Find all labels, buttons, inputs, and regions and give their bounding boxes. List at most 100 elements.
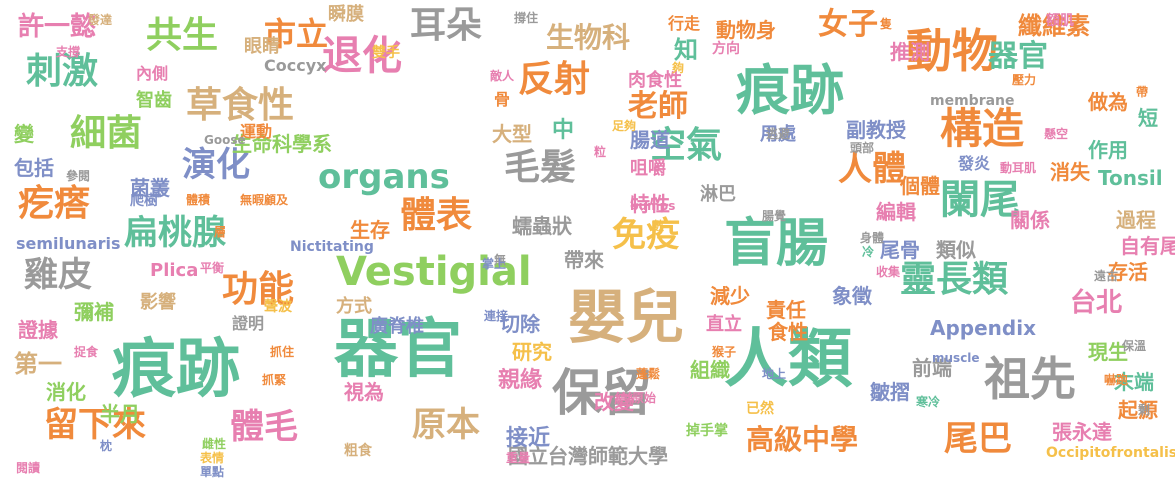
word: 第一	[14, 350, 62, 378]
word: 功能	[222, 269, 295, 310]
word: semilunaris	[16, 234, 121, 253]
word: 做為	[1088, 90, 1128, 114]
word: 改變	[594, 390, 634, 414]
word: 台北	[1070, 288, 1123, 318]
word: 抓住	[270, 345, 295, 359]
word: 影響	[140, 292, 176, 313]
word: 瞬膜	[328, 4, 364, 25]
word: 變	[14, 122, 34, 146]
word: 嬰兒	[568, 283, 685, 351]
word: 人類	[724, 323, 852, 397]
word: 痕跡	[112, 333, 240, 407]
word: 前端	[912, 356, 952, 380]
word: 器官	[334, 313, 462, 387]
word: 草食性	[186, 85, 295, 126]
word: 接近	[506, 426, 551, 451]
word: 生物科	[546, 21, 631, 54]
word: 粗食	[344, 443, 372, 459]
word: 盲腸	[724, 214, 829, 274]
word: 關係	[1010, 208, 1050, 232]
word: 地上	[762, 367, 787, 381]
word: 動物	[906, 24, 998, 78]
word: 雙手	[372, 45, 400, 61]
word: 國立台灣師範大學	[508, 444, 668, 468]
word: 已然	[746, 401, 774, 417]
word: 爬樹	[130, 193, 158, 209]
word: 親緣	[498, 368, 543, 393]
word: 眼睛	[244, 36, 280, 57]
word: 闌尾	[940, 177, 1020, 223]
word: 扁桃腺	[124, 213, 226, 253]
word: 額肌	[1046, 13, 1074, 29]
word: 女子	[818, 7, 878, 42]
word: 象徵	[832, 284, 872, 308]
word: 個體	[900, 174, 940, 198]
word: 構造	[940, 104, 1025, 153]
word: 咀嚼	[630, 158, 666, 179]
word: 退化	[322, 33, 402, 79]
word: 證明	[232, 314, 265, 333]
word: 皺摺	[870, 380, 910, 404]
word: 保留	[552, 364, 652, 422]
word: 廣脊椎	[370, 316, 424, 337]
word: 尾骨	[880, 238, 920, 262]
word: Occipitofrontalis	[1046, 445, 1175, 461]
word: 肉食性	[628, 70, 682, 91]
word: 用處	[760, 124, 796, 145]
word: 痕跡	[736, 59, 844, 122]
word: 發達	[88, 13, 113, 27]
word: 市立	[264, 15, 329, 53]
word: 責任	[766, 298, 806, 322]
word: 冷	[862, 245, 875, 259]
word: 彌補	[74, 300, 114, 324]
word: 過程	[1116, 208, 1156, 232]
word: 參閱	[66, 169, 91, 183]
word: 掌上	[482, 257, 507, 271]
word: 抓緊	[262, 373, 287, 387]
word: 嚇跑	[1104, 373, 1129, 387]
word: 保溫	[1122, 339, 1147, 353]
word: 敵人	[490, 69, 515, 83]
word: 掉手掌	[686, 423, 728, 439]
word: 雞皮	[24, 255, 92, 295]
word: organs	[318, 157, 450, 197]
word: 免疫	[612, 215, 680, 255]
word: bumps	[630, 199, 676, 213]
word: 淋巴	[700, 184, 736, 205]
word: 組織	[690, 358, 730, 382]
word: 起源	[1118, 398, 1158, 422]
word: 食性	[768, 320, 808, 344]
word: 特性	[630, 192, 670, 216]
word: 切除	[500, 312, 540, 336]
word: 表情	[200, 451, 225, 465]
word: 纖維素	[1018, 12, 1090, 40]
word: 推測	[890, 40, 930, 64]
word: Vestigial	[336, 249, 532, 295]
word: 腸覺	[762, 209, 787, 223]
word: 收集	[876, 265, 901, 279]
word: 器官	[988, 39, 1048, 74]
word: 毛髮	[504, 147, 577, 188]
word: 腸道	[630, 128, 670, 152]
word: 證據	[18, 318, 58, 342]
word: 存活	[1108, 260, 1148, 284]
word: 生命科學系	[232, 132, 332, 156]
word: 閱讀	[16, 461, 41, 475]
word: 體積	[186, 193, 211, 207]
word: 剩	[1138, 403, 1151, 417]
word: 猴子	[712, 345, 737, 359]
word: 數	[652, 219, 665, 233]
word: 靈長類	[900, 259, 1009, 300]
word: 半月	[100, 402, 140, 426]
word: 直立	[706, 314, 742, 335]
word: Tonsil	[1098, 166, 1163, 190]
word: 高級中學	[746, 423, 859, 456]
word: 包括	[14, 156, 54, 180]
word: 減少	[710, 284, 750, 308]
word: 無暇顧及	[240, 193, 289, 207]
word: 寒冷	[916, 395, 941, 409]
word: 反射	[518, 59, 591, 100]
word: 疙瘩	[18, 183, 91, 224]
word: 末端	[1114, 370, 1154, 394]
